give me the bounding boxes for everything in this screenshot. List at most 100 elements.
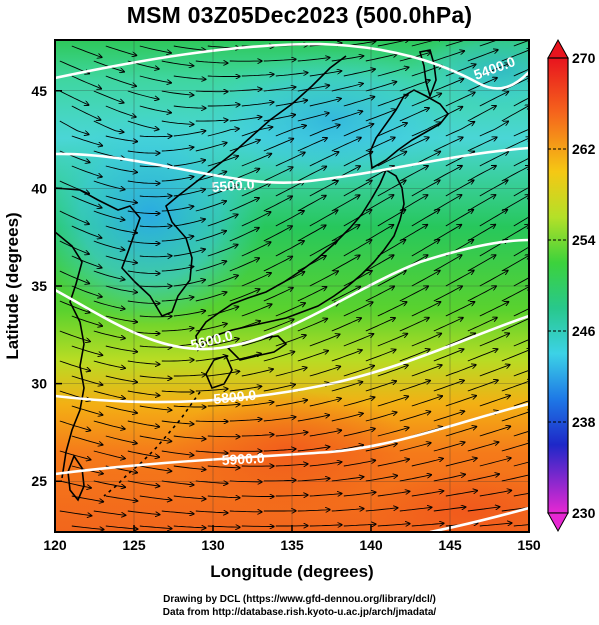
wind-arrow [105, 135, 138, 142]
wind-arrow [297, 85, 330, 92]
contour-5600 [55, 238, 529, 351]
wind-arrow [59, 360, 91, 371]
wind-arrow [241, 154, 271, 167]
wind-arrow [127, 210, 160, 214]
lat-tick-label: 25 [31, 473, 47, 489]
wind-arrow [433, 442, 465, 452]
wind-arrow [241, 369, 273, 377]
wind-arrow [467, 255, 496, 272]
wind-arrow [467, 442, 499, 452]
wind-arrow [59, 480, 91, 488]
wind-arrow [433, 411, 465, 422]
wind-arrow [139, 226, 172, 227]
wind-arrow [479, 92, 509, 107]
wind-arrow [207, 76, 240, 77]
coastline-japan-hokkaido [369, 89, 450, 170]
wind-arrow [309, 367, 341, 377]
wind-arrow [445, 365, 476, 377]
wind-arrow [263, 139, 294, 152]
wind-arrow [343, 240, 372, 257]
wind-arrow [173, 435, 206, 439]
wind-arrow [399, 108, 429, 122]
wind-arrow [445, 210, 474, 227]
wind-arrow [297, 319, 328, 332]
wind-arrow [71, 495, 104, 502]
wind-arrow [377, 240, 406, 257]
wind-arrow [263, 87, 296, 92]
wind-arrow [105, 285, 137, 292]
wind-arrow [241, 526, 274, 527]
wind-arrow [241, 402, 274, 407]
wind-arrow [173, 45, 206, 50]
wind-arrow [161, 480, 194, 485]
wind-arrow [105, 105, 136, 117]
wind-arrow [139, 75, 171, 83]
colorbar-bottom-triangle [547, 512, 569, 533]
wind-arrow [275, 153, 305, 167]
wind-arrow [433, 195, 462, 212]
wind-arrow [479, 271, 508, 287]
wind-arrow [445, 122, 475, 137]
wind-arrow [139, 316, 172, 317]
wind-arrow [263, 352, 295, 362]
wind-arrow [173, 465, 206, 470]
wind-arrow [445, 40, 477, 47]
wind-arrow [127, 390, 160, 396]
wind-arrow [241, 74, 274, 76]
wind-arrow [127, 510, 160, 515]
wind-arrow [93, 120, 124, 132]
x-axis-title: Longitude (degrees) [210, 562, 373, 581]
wind-arrow [445, 491, 478, 497]
wind-arrow [309, 125, 340, 137]
wind-arrow [433, 286, 462, 302]
wind-arrow [195, 143, 227, 152]
wind-arrow [195, 231, 226, 242]
wind-arrow [501, 411, 529, 422]
wind-arrow [513, 246, 529, 257]
wind-arrow [297, 478, 330, 481]
wind-arrow [479, 396, 510, 407]
wind-arrow [229, 117, 262, 122]
wind-arrow [263, 319, 294, 332]
wind-arrow [399, 443, 431, 452]
wind-arrow [343, 492, 376, 497]
colorbar-tick-label: 230 [572, 505, 596, 521]
wind-arrow [343, 524, 376, 526]
wind-arrow [467, 50, 498, 62]
wind-arrow [501, 105, 529, 122]
wind-arrow [229, 419, 262, 421]
wind-arrow [173, 280, 205, 287]
wind-arrow [105, 375, 137, 382]
wind-arrow [93, 480, 125, 487]
wind-arrow [93, 240, 125, 250]
wind-arrow [467, 195, 496, 212]
wind-arrow [501, 318, 529, 332]
wind-arrow [93, 90, 124, 103]
wind-arrow [513, 97, 529, 107]
wind-arrow [411, 210, 440, 227]
wind-arrow [241, 102, 274, 107]
wind-arrow [263, 288, 293, 302]
wind-arrow [309, 398, 341, 407]
wind-arrow [297, 138, 327, 152]
wind-arrow [71, 75, 101, 89]
wind-arrow [71, 525, 104, 530]
wind-arrow [229, 258, 259, 272]
wind-arrow [161, 60, 194, 66]
wind-arrow [173, 375, 206, 377]
wind-arrow [343, 124, 374, 137]
wind-arrow [479, 365, 510, 377]
wind-arrow [127, 90, 159, 99]
wind-arrow [501, 166, 529, 182]
wind-arrow [331, 318, 361, 332]
wind-arrow [161, 360, 194, 361]
wind-arrow [59, 300, 90, 313]
coastline-ryukyu [103, 391, 201, 497]
wind-arrow [275, 100, 308, 107]
wind-arrow [59, 270, 90, 284]
contour-5900 [55, 402, 529, 476]
wind-arrow [433, 380, 464, 392]
wind-arrow [309, 240, 338, 257]
lon-tick-label: 130 [201, 537, 225, 553]
wind-arrow [377, 365, 408, 377]
